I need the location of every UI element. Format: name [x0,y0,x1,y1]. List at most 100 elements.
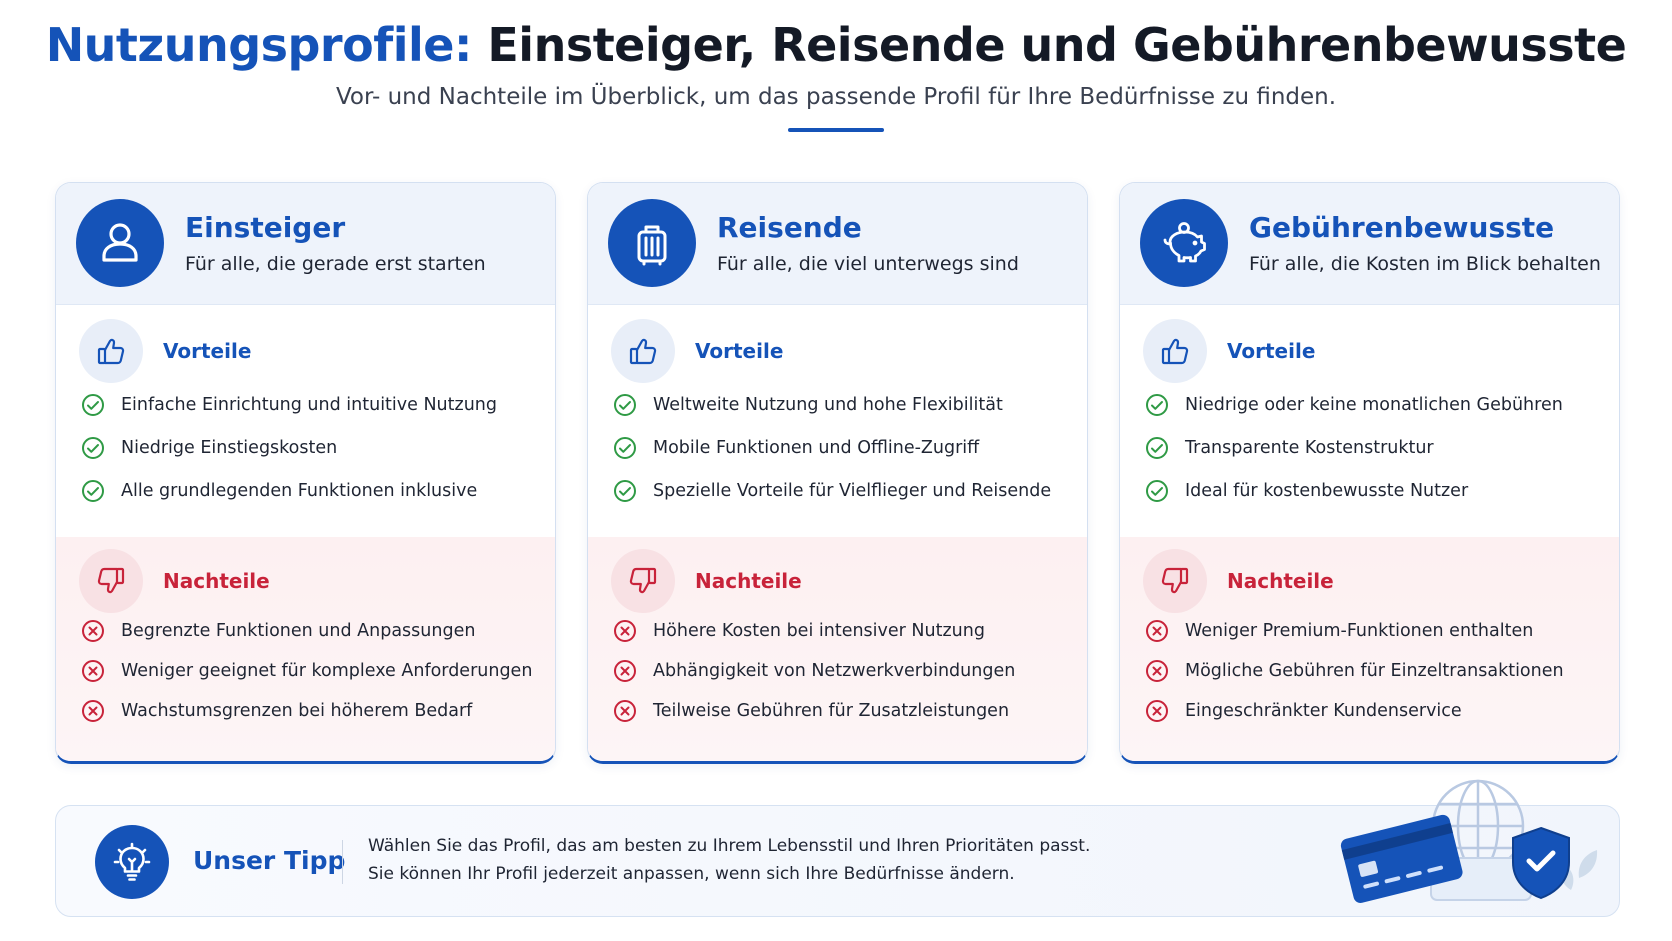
profile-card-header: Reisende Für alle, die viel unterwegs si… [588,183,1087,305]
check-circle-icon [1146,394,1168,416]
cons-title: Nachteile [695,569,802,593]
check-circle-icon [82,394,104,416]
x-circle-icon [1146,700,1168,722]
pro-item: Niedrige Einstiegskosten [81,436,337,460]
con-item: Höhere Kosten bei intensiver Nutzung [613,619,985,643]
check-circle-icon [1146,437,1168,459]
pro-text: Transparente Kostenstruktur [1185,438,1434,458]
x-circle-icon [614,660,636,682]
page-title-accent: Nutzungsprofile: [45,18,473,72]
con-item: Wachstumsgrenzen bei höherem Bedarf [81,699,472,723]
thumbs-up-icon [79,319,143,383]
pro-text: Niedrige Einstiegskosten [121,438,338,458]
cons-heading: Nachteile [1143,549,1334,613]
pros-section: Vorteile Niedrige oder keine monatlichen… [1120,305,1619,537]
x-circle-icon [82,700,104,722]
credit-card-globe-shield-illustration [1340,779,1598,903]
piggy-bank-icon [1140,199,1228,287]
con-item: Eingeschränkter Kundenservice [1145,699,1462,723]
con-text: Weniger Premium-Funktionen enthalten [1185,621,1534,641]
page-title: Nutzungsprofile: Einsteiger, Reisende un… [0,18,1672,72]
page-header: Nutzungsprofile: Einsteiger, Reisende un… [0,18,1672,132]
pro-item: Alle grundlegenden Funktionen inklusive [81,479,477,503]
con-text: Weniger geeignet für komplexe Anforderun… [121,661,533,681]
con-text: Eingeschränkter Kundenservice [1185,701,1462,721]
tip-box: Unser Tipp Wählen Sie das Profil, das am… [55,779,1620,917]
pro-item: Spezielle Vorteile für Vielflieger und R… [613,479,1051,503]
lightbulb-icon [95,825,169,899]
profile-description: Für alle, die viel unterwegs sind [717,253,1019,275]
x-circle-icon [614,700,636,722]
pros-heading: Vorteile [611,319,783,383]
pro-text: Weltweite Nutzung und hohe Flexibilität [653,395,1003,415]
thumbs-down-icon [79,549,143,613]
page-subtitle: Vor- und Nachteile im Überblick, um das … [335,84,1337,110]
profile-card-gebuehrenbewusste: Gebührenbewusste Für alle, die Kosten im… [1119,182,1620,764]
con-item: Mögliche Gebühren für Einzeltransaktione… [1145,659,1564,683]
x-circle-icon [1146,660,1168,682]
pro-item: Einfache Einrichtung und intuitive Nutzu… [81,393,497,417]
con-item: Begrenzte Funktionen und Anpassungen [81,619,475,643]
pro-text: Niedrige oder keine monatlichen Gebühren [1185,395,1563,415]
tip-text-line-2: Sie können Ihr Profil jederzeit anpassen… [368,864,1015,884]
thumbs-down-icon [1143,549,1207,613]
check-circle-icon [614,437,636,459]
tip-separator [342,840,343,884]
pros-section: Vorteile Einfache Einrichtung und intuit… [56,305,555,537]
check-circle-icon [614,480,636,502]
con-item: Weniger Premium-Funktionen enthalten [1145,619,1533,643]
profile-description: Für alle, die Kosten im Blick behalten [1249,253,1601,275]
x-circle-icon [1146,620,1168,642]
con-text: Wachstumsgrenzen bei höherem Bedarf [121,701,473,721]
check-circle-icon [1146,480,1168,502]
pro-item: Mobile Funktionen und Offline-Zugriff [613,436,979,460]
x-circle-icon [82,620,104,642]
profile-card-reisende: Reisende Für alle, die viel unterwegs si… [587,182,1088,764]
pros-title: Vorteile [695,339,784,363]
cons-section: Nachteile Begrenzte Funktionen und Anpas… [56,537,555,761]
cons-heading: Nachteile [79,549,270,613]
cons-section: Nachteile Höhere Kosten bei intensiver N… [588,537,1087,761]
title-divider [788,128,884,132]
page-title-rest: Einsteiger, Reisende und Gebührenbewusst… [487,18,1627,72]
con-text: Abhängigkeit von Netzwerkverbindungen [653,661,1016,681]
cons-title: Nachteile [1227,569,1334,593]
check-circle-icon [82,480,104,502]
profile-name: Reisende [717,211,862,244]
pro-item: Ideal für kostenbewusste Nutzer [1145,479,1468,503]
con-text: Begrenzte Funktionen und Anpassungen [121,621,476,641]
profile-description: Für alle, die gerade erst starten [185,253,486,275]
pros-title: Vorteile [163,339,252,363]
pro-item: Transparente Kostenstruktur [1145,436,1434,460]
pro-item: Weltweite Nutzung und hohe Flexibilität [613,393,1003,417]
pros-title: Vorteile [1227,339,1316,363]
credit-card-icon [1340,814,1463,903]
thumbs-up-icon [611,319,675,383]
x-circle-icon [82,660,104,682]
profile-card-header: Einsteiger Für alle, die gerade erst sta… [56,183,555,305]
tip-text-line-1: Wählen Sie das Profil, das am besten zu … [368,836,1091,856]
con-text: Mögliche Gebühren für Einzeltransaktione… [1185,661,1564,681]
thumbs-down-icon [611,549,675,613]
user-icon [76,199,164,287]
pros-heading: Vorteile [79,319,251,383]
pro-text: Einfache Einrichtung und intuitive Nutzu… [121,395,497,415]
pro-item: Niedrige oder keine monatlichen Gebühren [1145,393,1563,417]
con-text: Teilweise Gebühren für Zusatzleistungen [653,701,1010,721]
cons-section: Nachteile Weniger Premium-Funktionen ent… [1120,537,1619,761]
pro-text: Spezielle Vorteile für Vielflieger und R… [653,481,1052,501]
pro-text: Mobile Funktionen und Offline-Zugriff [653,438,980,458]
profile-name: Gebührenbewusste [1249,211,1555,244]
x-circle-icon [614,620,636,642]
profile-name: Einsteiger [185,211,346,244]
check-circle-icon [82,437,104,459]
con-item: Teilweise Gebühren für Zusatzleistungen [613,699,1009,723]
profile-card-einsteiger: Einsteiger Für alle, die gerade erst sta… [55,182,556,764]
pros-section: Vorteile Weltweite Nutzung und hohe Flex… [588,305,1087,537]
tip-title: Unser Tipp [193,846,346,875]
cons-heading: Nachteile [611,549,802,613]
thumbs-up-icon [1143,319,1207,383]
cons-title: Nachteile [163,569,270,593]
pro-text: Alle grundlegenden Funktionen inklusive [121,481,478,501]
profile-card-header: Gebührenbewusste Für alle, die Kosten im… [1120,183,1619,305]
